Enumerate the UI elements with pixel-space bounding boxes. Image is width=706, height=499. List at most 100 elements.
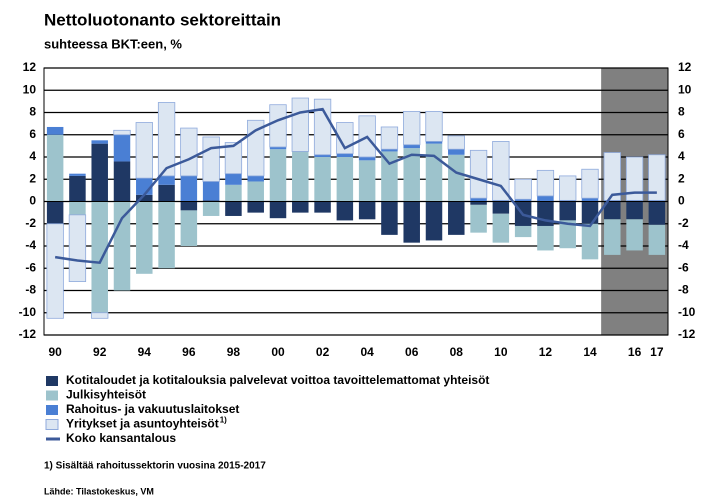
bar-segment (269, 146, 287, 150)
y2-tick-label: 6 (678, 127, 685, 141)
legend-swatch (45, 419, 59, 430)
bar-segment (514, 225, 532, 238)
bar-segment (225, 173, 242, 185)
bar-segment (136, 201, 153, 274)
x-tick-label: 02 (316, 345, 330, 359)
x-tick-label: 16 (628, 345, 642, 359)
bar-segment (358, 157, 376, 161)
legend-swatch (46, 376, 58, 386)
bar-segment (626, 200, 643, 202)
bar-segment (425, 110, 443, 142)
bar-segment (202, 200, 220, 202)
bar-segment (358, 160, 376, 202)
bar-segment (603, 152, 621, 201)
chart-title: Nettoluotonanto sektoreittain (44, 10, 281, 29)
bar-segment (202, 181, 220, 201)
x-tick-label: 17 (650, 345, 664, 359)
x-tick-label: 96 (182, 345, 196, 359)
legend-note: 1) (220, 416, 227, 425)
y-tick-label: 4 (29, 149, 36, 163)
y-tick-label: -6 (25, 260, 36, 274)
bar-segment (46, 126, 64, 135)
y2-tick-label: 12 (678, 60, 692, 74)
bar-segment (626, 201, 643, 220)
y2-tick-label: -2 (678, 216, 689, 230)
bar-segment (559, 201, 576, 221)
bar-segment (425, 143, 443, 202)
y-tick-label: -12 (19, 327, 37, 341)
bar-segment (492, 200, 510, 202)
bar-segment (403, 148, 420, 202)
bar-segment (247, 181, 264, 202)
bar-segment (46, 201, 64, 224)
y2-tick-label: -6 (678, 260, 689, 274)
bar-segment (604, 219, 621, 255)
bar-segment (292, 151, 309, 202)
bar-segment (224, 142, 243, 175)
bar-segment (158, 175, 175, 185)
legend-label: Yritykset ja asuntoyhteisöt (66, 417, 219, 431)
line-series (54, 107, 657, 265)
bar-segment (202, 201, 220, 216)
bar-segment (492, 213, 510, 243)
bar-segment (358, 201, 376, 220)
x-tick-label: 04 (360, 345, 374, 359)
x-tick-label: 12 (539, 345, 553, 359)
bar-segment (314, 201, 331, 213)
bar-segment (91, 312, 109, 319)
bar-segment (425, 201, 443, 241)
x-tick-label: 98 (227, 345, 241, 359)
bar-segment (604, 201, 621, 220)
bar-segment (648, 154, 666, 201)
bar-segment (113, 129, 131, 136)
bar-segment (537, 225, 554, 251)
bar-segment (180, 210, 198, 246)
y2-tick-label: -12 (678, 327, 696, 341)
bar-segment (559, 200, 576, 202)
bar-segment (447, 135, 465, 150)
legend-label: Kotitaloudet ja kotitalouksia palvelevat… (66, 373, 489, 387)
x-tick-label: 06 (405, 345, 419, 359)
bar-segment (536, 169, 555, 197)
y-tick-label: 10 (23, 82, 37, 96)
bar-segment (336, 153, 354, 157)
bar-segment (202, 136, 220, 182)
legend-label: Koko kansantalous (66, 431, 176, 445)
bar-segment (69, 173, 86, 176)
y-tick-label: 0 (29, 194, 36, 208)
bar-segment (581, 201, 599, 224)
bar-segment (448, 154, 465, 202)
bar-segment (69, 201, 86, 215)
bar-segment (135, 122, 153, 179)
bar-segment (648, 224, 666, 255)
y-tick-label: 6 (29, 127, 36, 141)
bar-segment (448, 201, 465, 235)
bar-segment (269, 104, 287, 148)
bar-segment (514, 178, 532, 200)
bar-segment (269, 201, 287, 219)
bar-segment (604, 200, 621, 202)
bar-segment (403, 201, 420, 243)
bar-segment (381, 151, 398, 202)
bar-segment (68, 214, 87, 283)
legend-label: Julkisyhteisöt (66, 388, 146, 402)
bar-segment (648, 200, 666, 202)
bar-segment (247, 175, 264, 182)
bar-segment (581, 168, 599, 199)
x-tick-label: 08 (450, 345, 464, 359)
bar-segment (91, 201, 108, 313)
y2-tick-label: 8 (678, 105, 685, 119)
bar-segment (381, 201, 398, 235)
y2-tick-label: -10 (678, 305, 696, 319)
bar-segment (247, 201, 264, 213)
bar-segment (314, 157, 331, 202)
bar-segment (158, 201, 175, 269)
legend-swatch (46, 390, 58, 401)
y-tick-label: -8 (25, 283, 36, 297)
bar-segment (157, 102, 176, 177)
chart-subtitle: suhteessa BKT:een, % (44, 36, 182, 51)
y2-tick-label: -8 (678, 283, 689, 297)
bar-segment (113, 134, 131, 162)
bar-segment (559, 175, 577, 201)
